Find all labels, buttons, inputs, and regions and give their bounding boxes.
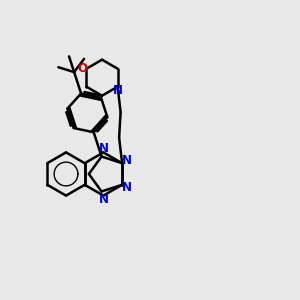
Text: N: N	[122, 181, 132, 194]
Text: O: O	[77, 62, 88, 75]
Text: N: N	[98, 142, 108, 155]
Text: N: N	[122, 154, 132, 167]
Text: N: N	[113, 84, 123, 97]
Text: N: N	[98, 193, 108, 206]
